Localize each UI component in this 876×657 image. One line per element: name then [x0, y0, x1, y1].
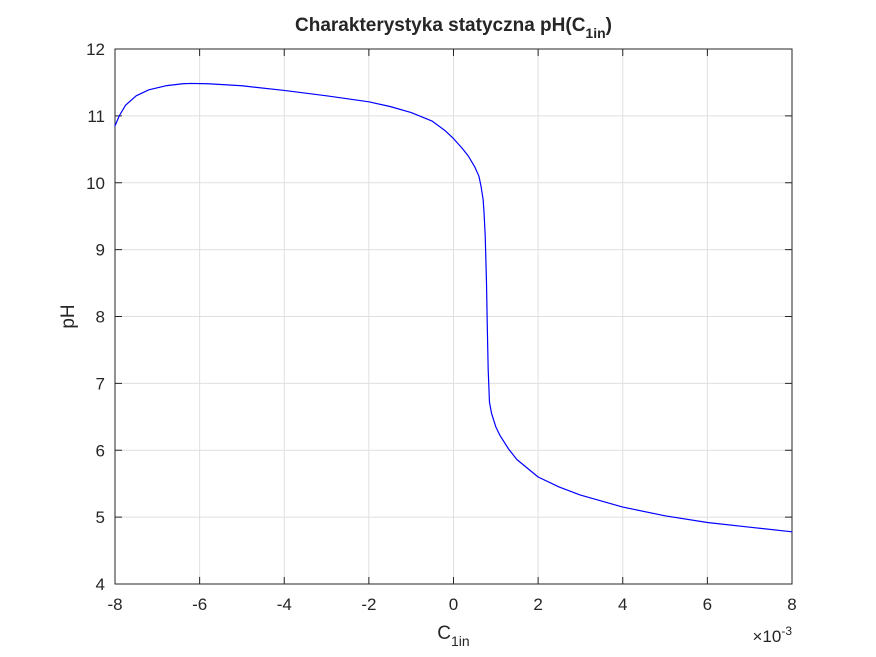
chart-title: Charakterystyka statyczna pH(C1in) — [295, 15, 612, 41]
y-tick-label: 7 — [96, 374, 105, 393]
x-tick-label: -6 — [192, 595, 207, 614]
y-tick-label: 5 — [96, 508, 105, 527]
x-tick-label: 6 — [703, 595, 712, 614]
y-tick-label: 10 — [86, 174, 105, 193]
x-tick-label: 2 — [533, 595, 542, 614]
x-tick-label: -8 — [107, 595, 122, 614]
y-tick-label: 12 — [86, 40, 105, 59]
y-tick-label: 6 — [96, 441, 105, 460]
y-tick-label: 8 — [96, 308, 105, 327]
y-axis-label: pH — [58, 304, 79, 328]
y-tick-label: 9 — [96, 241, 105, 260]
axis-ticks — [114, 48, 793, 585]
x-tick-label: -2 — [361, 595, 376, 614]
y-tick-label: 4 — [96, 575, 105, 594]
x-tick-label: 8 — [787, 595, 796, 614]
x-axis-exponent: ×10-3 — [752, 624, 792, 646]
series-line — [114, 82, 793, 533]
x-tick-label: 4 — [618, 595, 627, 614]
tick-labels: -8 -6 -4 -2 0 2 4 6 8 4 5 6 7 8 9 10 11 12 — [86, 40, 797, 614]
y-tick-label: 11 — [87, 107, 105, 126]
x-tick-label: -4 — [277, 595, 292, 614]
x-tick-label: 0 — [449, 595, 458, 614]
x-axis-label: C1in — [437, 623, 469, 649]
